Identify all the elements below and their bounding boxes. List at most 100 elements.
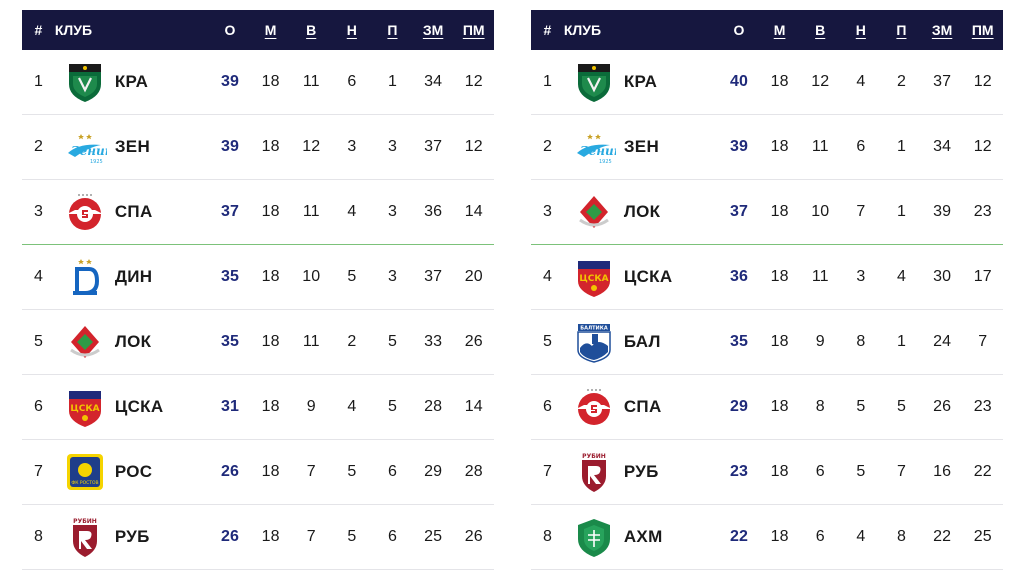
table-row[interactable]: 6 СПА 29 18 8 5 5 26 23 — [531, 375, 1003, 440]
club-name[interactable]: ЛОК — [623, 202, 661, 221]
header-played[interactable]: М — [773, 22, 786, 38]
table-row[interactable]: 5 ЛОК 35 18 11 2 5 33 26 — [22, 310, 494, 375]
rank-cell: 5 — [33, 333, 43, 350]
lost-cell: 1 — [897, 138, 906, 155]
lost-cell: 1 — [388, 73, 397, 90]
header-points[interactable]: О — [733, 22, 745, 38]
goals-against-cell: 12 — [464, 73, 483, 90]
svg-text:ФК РОСТОВ: ФК РОСТОВ — [71, 480, 98, 486]
goals-for-cell: 39 — [933, 203, 951, 220]
club-name[interactable]: ЛОК — [114, 332, 152, 351]
svg-text:РУБИН: РУБИН — [73, 518, 97, 525]
played-cell: 18 — [770, 138, 789, 155]
rank-cell: 2 — [33, 138, 43, 155]
dynamo-logo — [55, 255, 115, 299]
table-row[interactable]: 6 ЦСКА ЦСКА 31 18 9 4 5 28 14 — [22, 375, 494, 440]
drawn-cell: 2 — [347, 333, 357, 350]
points-cell: 22 — [730, 528, 748, 545]
won-cell: 11 — [302, 73, 320, 90]
table-row[interactable]: 4 ЦСКА ЦСКА 36 18 11 3 4 30 17 — [531, 245, 1003, 310]
header-goals-against[interactable]: ПМ — [462, 22, 485, 38]
lost-cell: 2 — [897, 73, 906, 90]
spartak-logo — [564, 385, 624, 429]
goals-against-cell: 22 — [973, 463, 992, 480]
header-drawn[interactable]: Н — [855, 22, 866, 38]
club-name[interactable]: СПА — [114, 202, 153, 221]
header-won[interactable]: В — [306, 22, 317, 38]
rank-cell: 5 — [542, 333, 552, 350]
rank-cell: 3 — [542, 203, 552, 220]
table-row[interactable]: 7 ФК РОСТОВ РОС 26 18 7 5 6 29 28 — [22, 440, 494, 505]
goals-against-cell: 28 — [464, 463, 483, 480]
drawn-cell: 4 — [856, 528, 866, 545]
rank-cell: 1 — [542, 73, 552, 90]
club-name[interactable]: КРА — [114, 72, 149, 91]
club-name[interactable]: ЗЕН — [114, 137, 151, 156]
table-row[interactable]: 8 АХМ 22 18 6 4 8 22 25 — [531, 505, 1003, 570]
table-row[interactable]: 3 ЛОК 37 18 10 7 1 39 23 — [531, 180, 1003, 245]
club-name[interactable]: БАЛ — [623, 332, 661, 351]
club-name[interactable]: ЦСКА — [623, 267, 673, 286]
club-name[interactable]: КРА — [623, 72, 658, 91]
goals-for-cell: 25 — [424, 528, 442, 545]
header-lost[interactable]: П — [896, 22, 907, 38]
lost-cell: 6 — [388, 463, 397, 480]
table-row[interactable]: 4 ДИН 35 18 10 5 3 37 20 — [22, 245, 494, 310]
table-row[interactable]: 2 Зенит 1925 ЗЕН 39 18 12 3 3 37 12 — [22, 115, 494, 180]
points-cell: 39 — [221, 138, 239, 155]
header-played[interactable]: М — [264, 22, 277, 38]
header-goals-for[interactable]: ЗМ — [422, 22, 444, 38]
svg-text:Зенит: Зенит — [580, 144, 616, 158]
club-name[interactable]: АХМ — [623, 527, 663, 546]
won-cell: 11 — [302, 203, 320, 220]
goals-against-cell: 14 — [464, 398, 483, 415]
rank-cell: 8 — [33, 528, 43, 545]
lost-cell: 1 — [897, 333, 906, 350]
table-row[interactable]: 5 БАЛТИКА БАЛ 35 18 9 8 1 24 7 — [531, 310, 1003, 375]
won-cell: 7 — [306, 463, 316, 480]
drawn-cell: 8 — [856, 333, 866, 350]
club-name[interactable]: РОС — [114, 462, 153, 481]
club-name[interactable]: РУБ — [114, 527, 150, 546]
header-points[interactable]: О — [224, 22, 236, 38]
club-name[interactable]: СПА — [623, 397, 662, 416]
club-name[interactable]: РУБ — [623, 462, 659, 481]
lost-cell: 3 — [388, 268, 397, 285]
points-cell: 37 — [730, 203, 748, 220]
points-cell: 40 — [730, 73, 748, 90]
drawn-cell: 5 — [347, 528, 357, 545]
rank-cell: 7 — [33, 463, 43, 480]
table-row[interactable]: 1 КРА 39 18 11 6 1 34 12 — [22, 50, 494, 115]
table-row[interactable]: 1 КРА 40 18 12 4 2 37 12 — [531, 50, 1003, 115]
header-won[interactable]: В — [815, 22, 826, 38]
club-name[interactable]: ЗЕН — [623, 137, 660, 156]
table-row[interactable]: 8 РУБИН РУБ 26 18 7 5 6 25 26 — [22, 505, 494, 570]
won-cell: 9 — [815, 333, 825, 350]
played-cell: 18 — [261, 528, 280, 545]
zenit-logo: Зенит 1925 — [564, 125, 624, 169]
header-club: КЛУБ — [54, 22, 93, 38]
goals-for-cell: 24 — [933, 333, 951, 350]
header-goals-against[interactable]: ПМ — [971, 22, 994, 38]
lost-cell: 6 — [388, 528, 397, 545]
club-name[interactable]: ДИН — [114, 267, 153, 286]
table-row[interactable]: 2 Зенит 1925 ЗЕН 39 18 11 6 1 34 12 — [531, 115, 1003, 180]
played-cell: 18 — [770, 268, 789, 285]
header-lost[interactable]: П — [387, 22, 398, 38]
header-goals-for[interactable]: ЗМ — [931, 22, 953, 38]
club-name[interactable]: ЦСКА — [114, 397, 164, 416]
header-drawn[interactable]: Н — [346, 22, 357, 38]
table-row[interactable]: 3 СПА 37 18 11 4 3 36 14 — [22, 180, 494, 245]
lost-cell: 4 — [897, 268, 906, 285]
rostov-logo: ФК РОСТОВ — [55, 450, 115, 494]
svg-text:1925: 1925 — [599, 159, 612, 165]
won-cell: 7 — [306, 528, 316, 545]
goals-against-cell: 23 — [973, 203, 992, 220]
lost-cell: 3 — [388, 203, 397, 220]
goals-for-cell: 29 — [424, 463, 442, 480]
drawn-cell: 5 — [856, 463, 866, 480]
won-cell: 9 — [306, 398, 316, 415]
table-row[interactable]: 7 РУБИН РУБ 23 18 6 5 7 16 22 — [531, 440, 1003, 505]
goals-against-cell: 26 — [464, 528, 483, 545]
